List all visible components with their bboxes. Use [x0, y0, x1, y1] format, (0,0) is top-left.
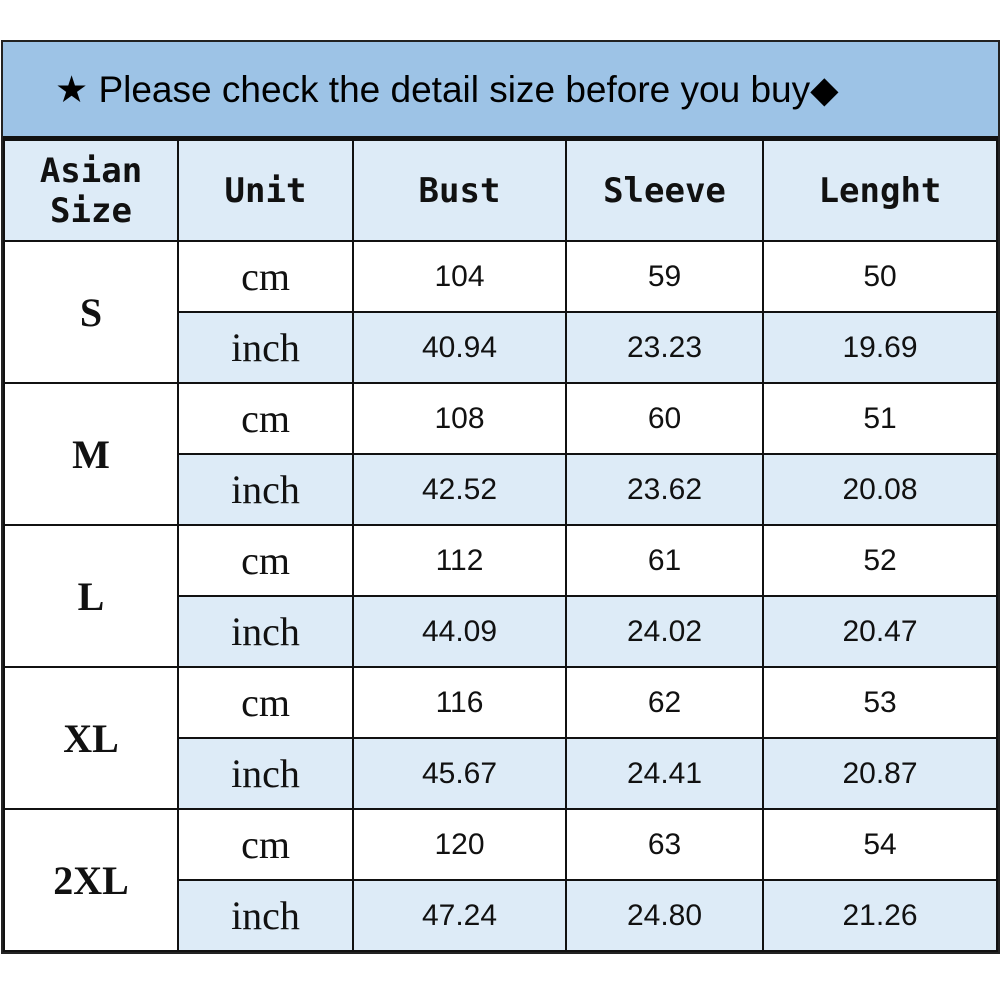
- cell-sleeve: 24.80: [565, 879, 764, 952]
- size-chart-title: ★ Please check the detail size before yo…: [3, 42, 998, 139]
- cell-bust: 42.52: [352, 453, 567, 526]
- cell-unit: cm: [177, 382, 354, 455]
- cell-sleeve: 59: [565, 240, 764, 313]
- cell-sleeve: 61: [565, 524, 764, 597]
- cell-bust: 104: [352, 240, 567, 313]
- cell-sleeve: 60: [565, 382, 764, 455]
- header-bust: Bust: [352, 139, 567, 242]
- cell-length: 54: [762, 808, 998, 881]
- cell-bust: 120: [352, 808, 567, 881]
- header-unit: Unit: [177, 139, 354, 242]
- table-row-inch: inch 47.24 24.80 21.26: [4, 879, 998, 952]
- header-label: Asian Size: [39, 150, 143, 231]
- cell-bust: 45.67: [352, 737, 567, 810]
- cell-unit: inch: [177, 879, 354, 952]
- cell-sleeve: 63: [565, 808, 764, 881]
- cell-length: 51: [762, 382, 998, 455]
- cell-bust: 44.09: [352, 595, 567, 668]
- cell-sleeve: 24.02: [565, 595, 764, 668]
- size-label: S: [3, 240, 179, 384]
- cell-length: 20.08: [762, 453, 998, 526]
- table-row-inch: inch 42.52 23.62 20.08: [4, 453, 998, 526]
- cell-bust: 112: [352, 524, 567, 597]
- cell-unit: inch: [177, 311, 354, 384]
- cell-length: 52: [762, 524, 998, 597]
- table-row-inch: inch 45.67 24.41 20.87: [4, 737, 998, 810]
- header-row: Asian Size Unit Bust Sleeve Lenght: [3, 139, 998, 242]
- size-label: 2XL: [3, 808, 179, 952]
- size-label: M: [3, 382, 179, 526]
- header-sleeve: Sleeve: [565, 139, 764, 242]
- cell-unit: inch: [177, 453, 354, 526]
- cell-length: 50: [762, 240, 998, 313]
- size-chart: ★ Please check the detail size before yo…: [1, 40, 1000, 954]
- cell-unit: inch: [177, 737, 354, 810]
- cell-bust: 40.94: [352, 311, 567, 384]
- cell-sleeve: 23.62: [565, 453, 764, 526]
- table-row-inch: inch 44.09 24.02 20.47: [4, 595, 998, 668]
- cell-unit: cm: [177, 808, 354, 881]
- cell-unit: cm: [177, 524, 354, 597]
- cell-length: 20.47: [762, 595, 998, 668]
- cell-length: 20.87: [762, 737, 998, 810]
- table-row-cm: XL cm 116 62 53: [3, 666, 998, 810]
- table-row-cm: 2XL cm 120 63 54: [3, 808, 998, 952]
- cell-sleeve: 23.23: [565, 311, 764, 384]
- table-row-inch: inch 40.94 23.23 19.69: [4, 311, 998, 384]
- cell-unit: inch: [177, 595, 354, 668]
- size-label: XL: [3, 666, 179, 810]
- header-asian-size: Asian Size: [3, 139, 179, 242]
- cell-unit: cm: [177, 240, 354, 313]
- cell-bust: 116: [352, 666, 567, 739]
- cell-length: 53: [762, 666, 998, 739]
- cell-length: 21.26: [762, 879, 998, 952]
- cell-unit: cm: [177, 666, 354, 739]
- cell-bust: 47.24: [352, 879, 567, 952]
- size-label: L: [3, 524, 179, 668]
- cell-length: 19.69: [762, 311, 998, 384]
- cell-sleeve: 62: [565, 666, 764, 739]
- header-length: Lenght: [762, 139, 998, 242]
- cell-sleeve: 24.41: [565, 737, 764, 810]
- cell-bust: 108: [352, 382, 567, 455]
